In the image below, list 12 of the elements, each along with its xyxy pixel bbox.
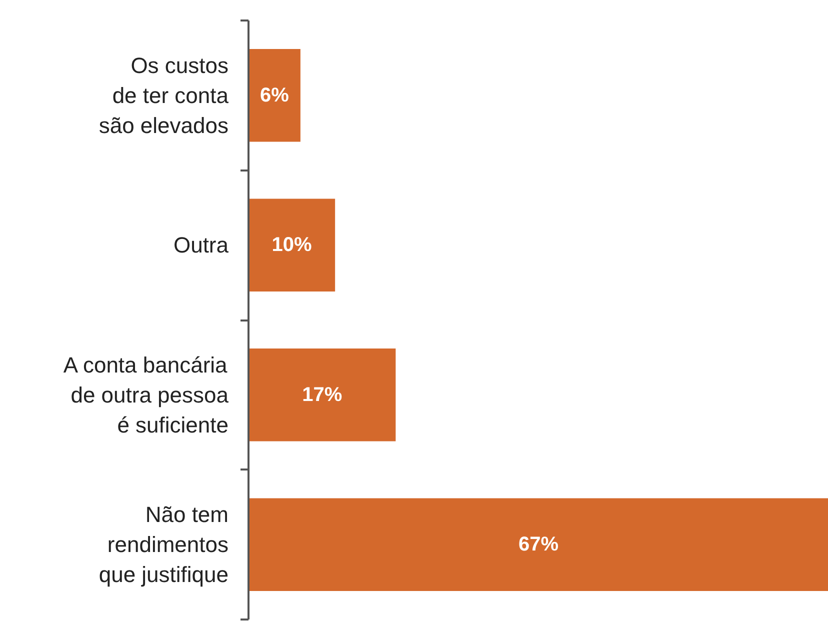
data-label: 17% <box>302 384 342 406</box>
bar <box>248 348 396 442</box>
bar <box>248 48 300 142</box>
y-tick-label: A conta bancária de outra pessoa é suficiente <box>63 352 230 438</box>
bar <box>248 498 828 592</box>
y-tick-label: Não tem rendimentos que justifique <box>98 502 229 588</box>
data-label: 6% <box>260 84 290 106</box>
y-tick-label: Outra <box>173 232 230 258</box>
bar <box>248 198 336 292</box>
data-label: 10% <box>272 234 312 256</box>
y-tick-label: Os custos de ter conta são elevados <box>98 52 230 138</box>
data-label: 67% <box>518 534 559 556</box>
